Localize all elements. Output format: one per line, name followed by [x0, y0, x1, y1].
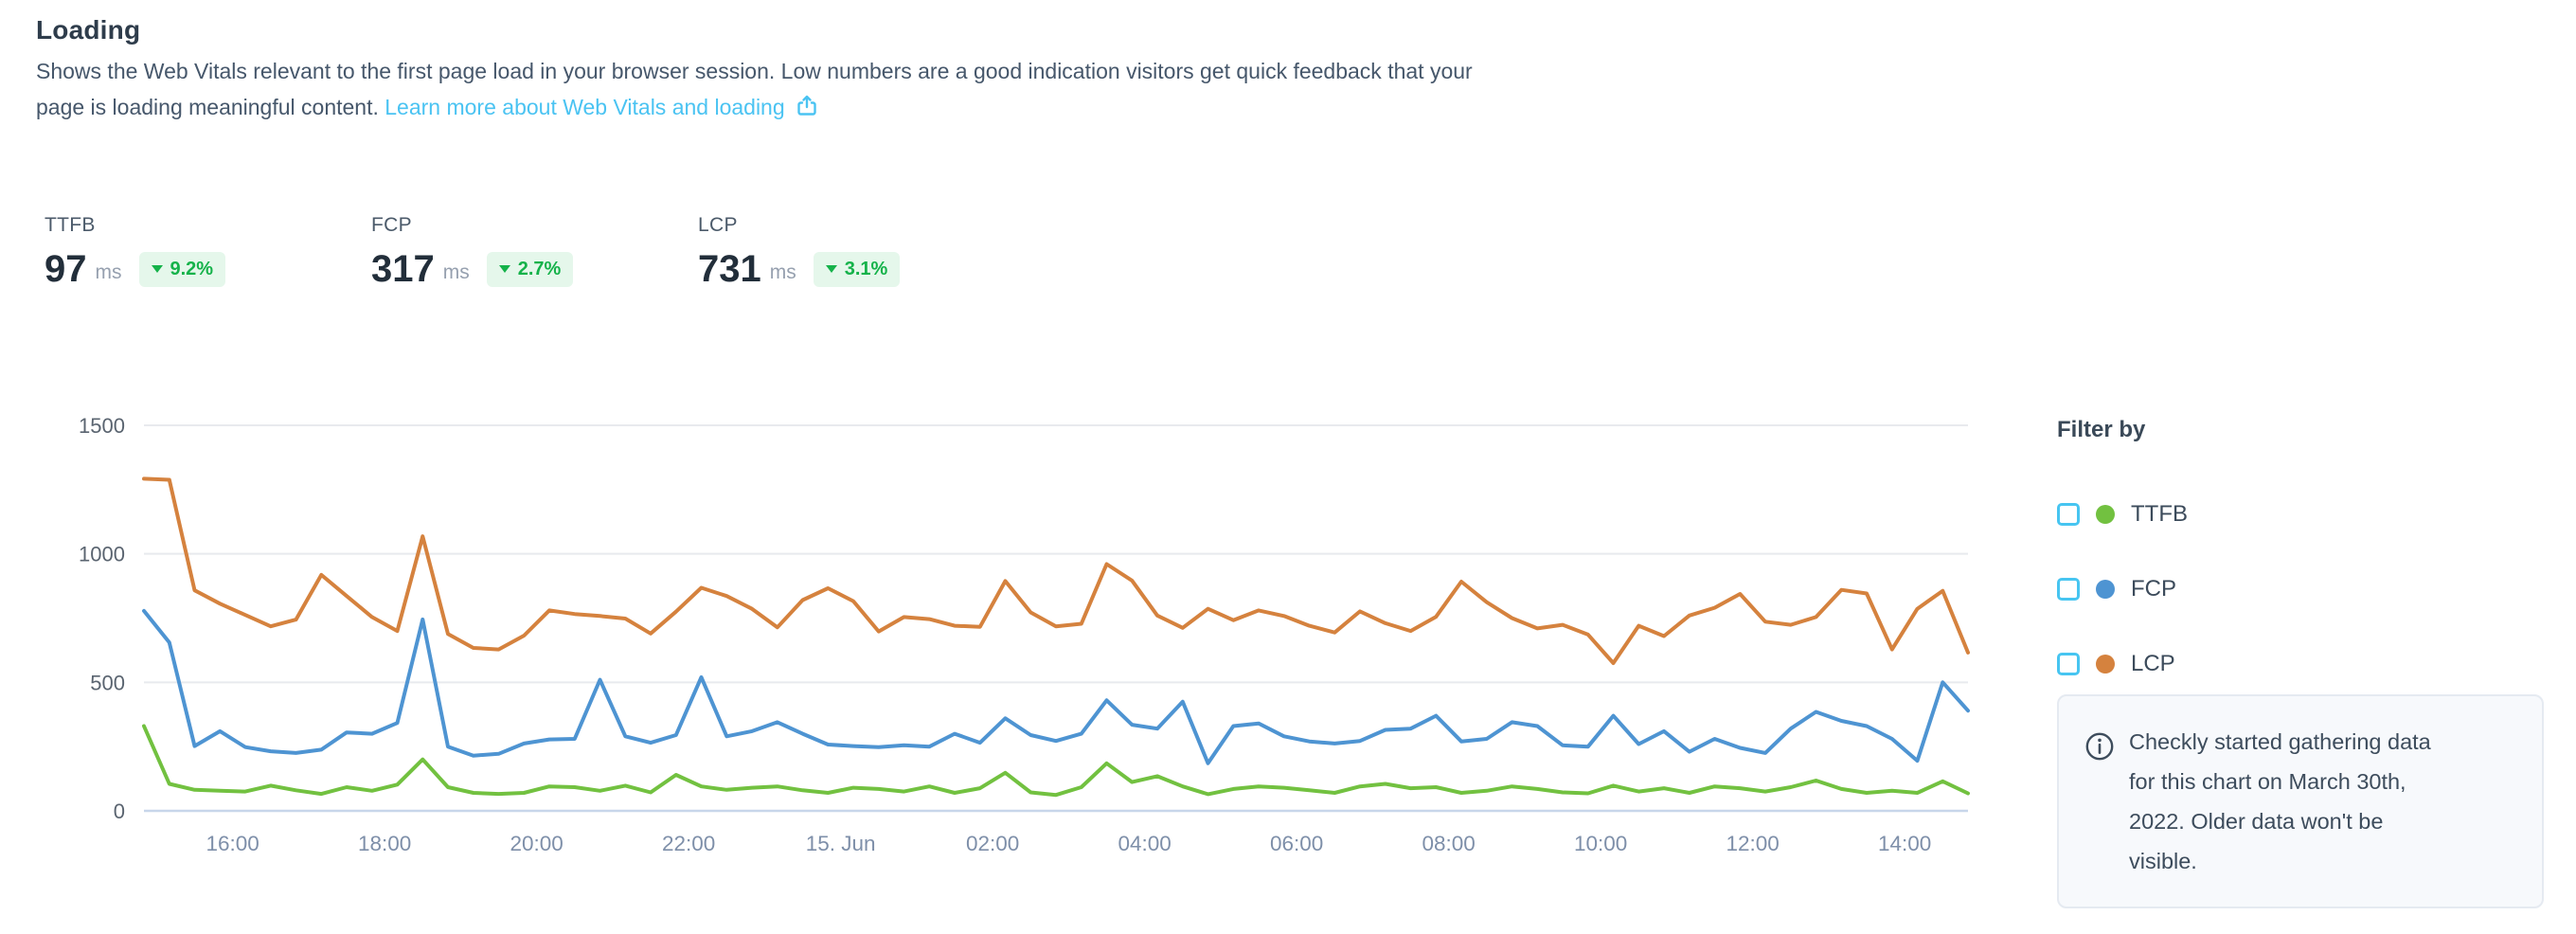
x-tick-label: 10:00: [1574, 832, 1627, 855]
external-link-icon: [795, 93, 820, 129]
x-tick-label: 06:00: [1270, 832, 1323, 855]
ttfb-series-dot: [2096, 505, 2115, 524]
metric-fcp: FCP 317 ms 2.7%: [371, 214, 698, 288]
ttfb-checkbox[interactable]: [2057, 503, 2080, 526]
y-tick-label: 1500: [79, 414, 125, 438]
filter-item-ttfb[interactable]: TTFB: [2057, 499, 2188, 530]
web-vitals-timeseries-chart: 0 500 1000 1500 16:00 18:00 20:00 22:00 15. Jun 0…: [79, 414, 1970, 855]
lcp-series-dot: [2096, 655, 2115, 674]
x-tick-label: 02:00: [966, 832, 1019, 855]
metric-value: 97: [45, 248, 87, 290]
fcp-checkbox[interactable]: [2057, 578, 2080, 601]
page-title: Loading: [36, 15, 141, 45]
fcp-series-dot: [2096, 580, 2115, 599]
x-tick-label: 20:00: [510, 832, 563, 855]
series-line-ttfb: [142, 724, 1970, 798]
filter-item-fcp[interactable]: FCP: [2057, 574, 2176, 604]
data-notice-box: Checkly started gathering data for this …: [2057, 694, 2544, 908]
section-description: Shows the Web Vitals relevant to the fir…: [36, 53, 1473, 129]
x-tick-label: 14:00: [1878, 832, 1931, 855]
trend-down-icon: [151, 265, 163, 273]
filter-item-label: FCP: [2131, 576, 2176, 602]
info-icon: [2084, 730, 2116, 767]
y-tick-label: 500: [90, 671, 125, 694]
metric-unit: ms: [95, 261, 122, 283]
metric-ttfb: TTFB 97 ms 9.2%: [45, 214, 371, 288]
trend-down-icon: [498, 265, 510, 273]
filter-item-label: TTFB: [2131, 501, 2188, 527]
y-tick-label: 0: [114, 799, 125, 823]
metric-unit: ms: [442, 261, 470, 283]
x-tick-label: 08:00: [1422, 832, 1475, 855]
filter-by-title: Filter by: [2057, 417, 2146, 442]
description-line-2: page is loading meaningful content.: [36, 95, 379, 119]
filter-item-label: LCP: [2131, 651, 2175, 676]
description-line-1: Shows the Web Vitals relevant to the fir…: [36, 59, 1473, 83]
metric-label: FCP: [371, 214, 412, 236]
x-tick-label: 16:00: [206, 832, 259, 855]
metric-label: LCP: [698, 214, 738, 236]
metric-unit: ms: [769, 261, 796, 283]
filter-item-lcp[interactable]: LCP: [2057, 649, 2175, 679]
trend-down-icon: [825, 265, 837, 273]
metrics-row: TTFB 97 ms 9.2% FCP 317 ms 2.7% LCP 731 …: [45, 214, 1025, 288]
y-tick-label: 1000: [79, 543, 125, 566]
metric-label: TTFB: [45, 214, 96, 236]
metric-value: 731: [698, 248, 761, 290]
data-notice-text: Checkly started gathering data for this …: [2129, 729, 2431, 873]
x-tick-label: 12:00: [1726, 832, 1779, 855]
trend-badge: 9.2%: [138, 251, 226, 287]
trend-delta: 9.2%: [170, 258, 214, 279]
metric-value: 317: [371, 248, 435, 290]
metric-lcp: LCP 731 ms 3.1%: [698, 214, 1025, 288]
trend-badge: 3.1%: [813, 251, 901, 287]
x-tick-label: 18:00: [358, 832, 411, 855]
lcp-checkbox[interactable]: [2057, 653, 2080, 675]
series-line-lcp: [142, 476, 1970, 665]
x-tick-label: 22:00: [662, 832, 715, 855]
trend-delta: 3.1%: [844, 258, 888, 279]
series-line-fcp: [142, 608, 1970, 765]
trend-badge: 2.7%: [486, 251, 574, 287]
learn-more-link[interactable]: Learn more about Web Vitals and loading: [385, 95, 785, 119]
trend-delta: 2.7%: [517, 258, 562, 279]
x-tick-label: 15. Jun: [806, 832, 876, 855]
x-tick-label: 04:00: [1118, 832, 1171, 855]
loading-chart: 0 500 1000 1500 16:00 18:00 20:00 22:00 15. Jun 0…: [28, 405, 1989, 895]
